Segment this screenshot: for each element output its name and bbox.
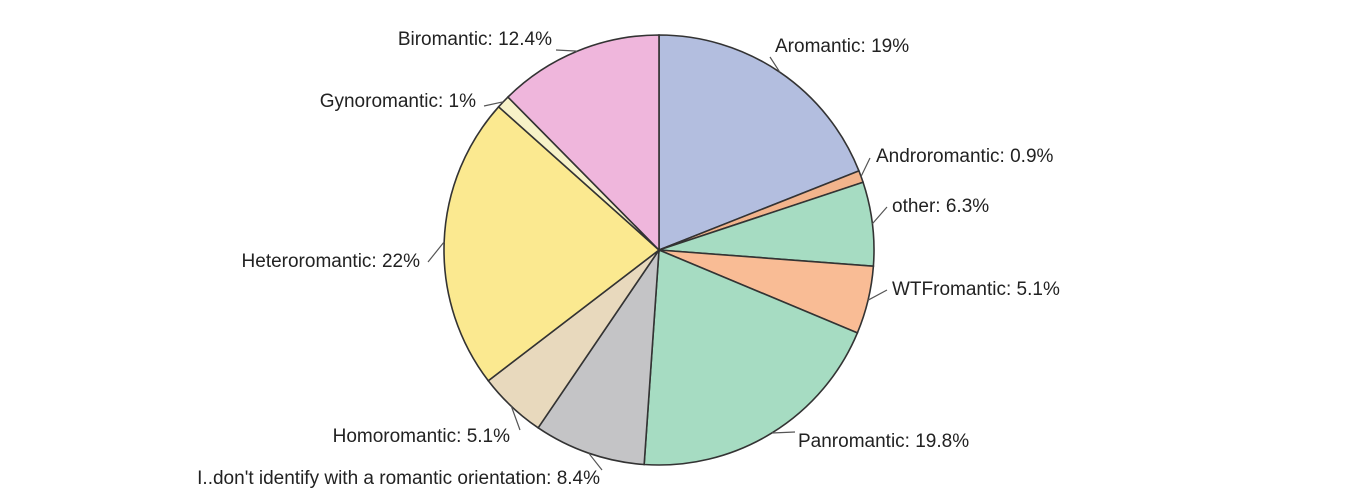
pie-slices (443, 34, 875, 466)
slice-label-androromantic: Androromantic: 0.9% (876, 146, 1054, 167)
slice-label-gynoromantic: Gynoromantic: 1% (320, 91, 476, 112)
leader-line-panromantic (771, 431, 796, 434)
leader-line-i-don-t-identify-with-a-romantic-orientation (588, 452, 603, 471)
leader-line-homoromantic (510, 406, 521, 431)
slice-label-other: other: 6.3% (892, 196, 989, 217)
leader-line-androromantic (860, 157, 871, 177)
leader-line-other (871, 206, 888, 225)
slice-label-panromantic: Panromantic: 19.8% (798, 431, 969, 452)
slice-label-i-don-t-identify-with-a-romantic-orientation: I..don't identify with a romantic orient… (197, 468, 600, 489)
leader-line-aromantic (769, 56, 781, 73)
leader-line-wtfromantic (867, 289, 888, 301)
slice-label-homoromantic: Homoromantic: 5.1% (333, 426, 511, 447)
slice-labels: Aromantic: 19% Androromantic: 0.9% other: … (197, 29, 1060, 489)
leader-line-biromantic (555, 49, 578, 52)
pie-slice-i-don-t-identify-with-a-romantic-orientation (537, 247, 661, 466)
slice-label-heteroromantic: Heteroromantic: 22% (242, 251, 421, 272)
leader-line-gynoromantic (483, 101, 504, 107)
pie-slice-heteroromantic (443, 105, 661, 382)
slice-label-wtfromantic: WTFromantic: 5.1% (892, 279, 1060, 300)
slice-label-biromantic: Biromantic: 12.4% (398, 29, 552, 50)
label-leader-lines (427, 49, 888, 471)
leader-line-heteroromantic (427, 241, 445, 263)
slice-label-aromantic: Aromantic: 19% (775, 36, 909, 57)
